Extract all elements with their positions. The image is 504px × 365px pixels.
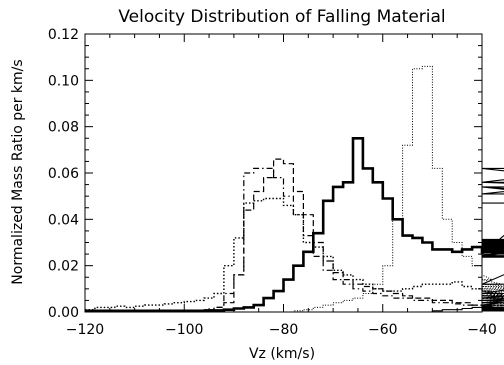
series-line-4 [85,167,504,312]
series-line-2 [85,167,504,313]
plot-frame [84,33,483,313]
y-tick-label: 0.00 [48,305,79,321]
x-tick-label: −80 [269,322,299,338]
y-tick-label: 0.02 [48,259,79,275]
chart-title: Velocity Distribution of Falling Materia… [118,7,445,27]
x-tick-label: −120 [66,322,104,338]
x-tick-label: −100 [165,322,203,338]
series-line-5 [85,158,504,312]
y-tick-label: 0.04 [48,212,79,228]
y-tick-label: 0.10 [48,73,79,89]
x-tick-label: −40 [467,322,497,338]
series-line-3 [85,197,504,312]
y-tick-label: 0.06 [48,166,79,182]
y-tick-label: 0.08 [48,120,79,136]
x-tick-label: −60 [368,322,398,338]
y-axis-label: Normalized Mass Ratio per km/s [10,59,26,284]
series-line-1 [85,137,504,313]
data-series [85,65,504,313]
y-tick-label: 0.12 [48,27,79,43]
x-axis-label: Vz (km/s) [249,346,315,362]
